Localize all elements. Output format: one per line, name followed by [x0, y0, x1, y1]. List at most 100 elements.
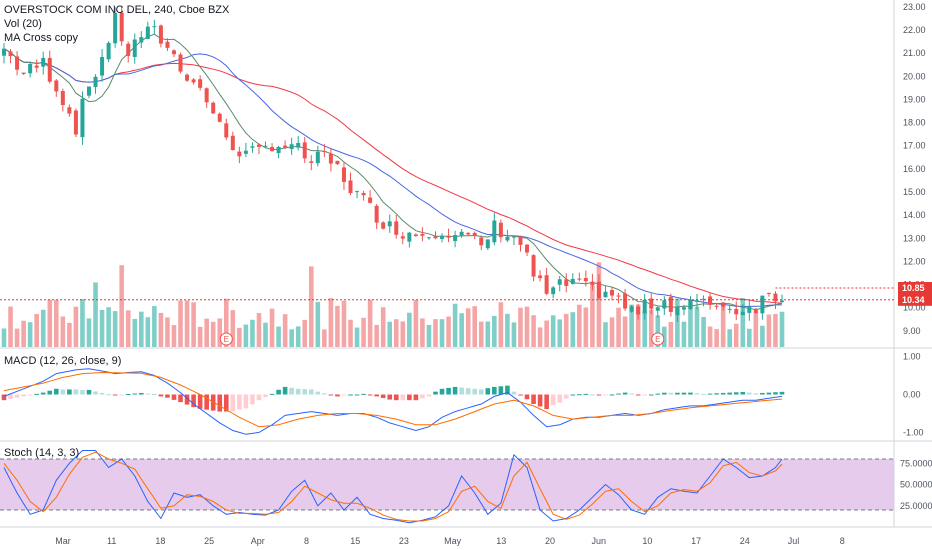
volume-bar — [733, 323, 739, 347]
axes-layer: 9.0010.0011.0012.0013.0014.0015.0016.001… — [55, 2, 932, 546]
candle-body — [178, 54, 183, 72]
macd-histogram-bar — [629, 393, 634, 395]
volume-bar — [622, 316, 628, 347]
macd-histogram-bar — [256, 394, 262, 401]
candle-body — [531, 255, 536, 277]
macd-histogram-bar — [328, 394, 334, 396]
candle-body — [466, 232, 471, 235]
macd-histogram-bar — [99, 392, 105, 395]
macd-histogram-bar — [779, 391, 785, 395]
macd-histogram-bar — [315, 391, 321, 395]
volume-bar — [250, 319, 255, 347]
macd-histogram-bar — [367, 394, 373, 396]
macd-histogram-bar — [8, 394, 13, 399]
macd-histogram-bar — [609, 394, 615, 396]
macd-histogram-bar — [675, 392, 680, 395]
volume-bar — [642, 310, 648, 347]
price-badge-box — [898, 293, 932, 306]
volume-bar — [106, 307, 111, 347]
macd-histogram-bar — [511, 391, 517, 395]
macd-histogram-bar — [158, 394, 164, 397]
candle-body — [237, 151, 242, 157]
time-tick-label: 15 — [350, 536, 360, 546]
macd-histogram-bar — [557, 394, 563, 403]
signal-line — [3, 371, 783, 428]
time-tick-label: 23 — [399, 536, 409, 546]
volume-bar — [282, 314, 288, 347]
candle-body — [283, 145, 288, 148]
candle-body — [132, 39, 137, 57]
macd-histogram-bar — [694, 393, 700, 395]
volume-bar — [367, 299, 373, 347]
candle-body — [446, 235, 451, 238]
volume-bar — [178, 300, 183, 347]
volume-bar — [315, 301, 321, 347]
macd-histogram-bar — [570, 394, 576, 396]
macd-histogram-bar — [282, 386, 288, 395]
volume-bar — [269, 308, 275, 347]
time-tick-label: 11 — [107, 536, 116, 546]
stoch-panel — [0, 450, 894, 524]
macd-histogram-bar — [420, 394, 425, 399]
candle-body — [551, 287, 556, 295]
macd-histogram-bar — [1, 394, 7, 401]
time-tick-label: 17 — [691, 536, 701, 546]
candle-body — [41, 57, 46, 67]
candle-body — [433, 236, 438, 239]
macd-histogram-bar — [191, 394, 196, 408]
macd-histogram-bar — [60, 389, 66, 395]
candle-body — [158, 25, 163, 44]
price-tick-label: 13.00 — [903, 233, 926, 243]
macd-histogram-bar — [596, 394, 602, 396]
volume-bar — [191, 302, 196, 347]
volume-bar — [720, 302, 726, 347]
volume-bar — [629, 304, 634, 347]
stoch-tick-label: 25.0000 — [900, 501, 932, 511]
volume-bar — [550, 315, 556, 347]
macd-histogram-bar — [86, 389, 92, 395]
volume-bar — [662, 326, 667, 347]
volume-bar — [577, 304, 582, 347]
last-price-badge: 10.34 — [898, 293, 932, 306]
macd-histogram-bar — [524, 394, 530, 400]
volume-bar — [518, 307, 523, 347]
candle-body — [302, 142, 307, 159]
candle-body — [28, 64, 33, 74]
macd-histogram-bar — [642, 394, 648, 396]
macd-histogram-bar — [374, 394, 379, 397]
macd-histogram-bar — [603, 394, 608, 396]
macd-histogram-bar — [662, 392, 667, 395]
volume-bar — [27, 322, 33, 347]
candle-body — [250, 146, 255, 148]
candle-body — [361, 192, 366, 196]
volume-bar — [34, 313, 39, 347]
volume-bar — [165, 317, 170, 347]
candle-body — [747, 306, 752, 313]
macd-legend: MACD (12, 26, close, 9) — [4, 355, 122, 367]
earnings-marker: E — [651, 332, 665, 346]
price-tick-label: 20.00 — [903, 71, 926, 81]
candle-body — [525, 244, 530, 253]
candle-body — [341, 167, 346, 182]
volume-bar — [21, 320, 26, 347]
volume-bar — [295, 326, 301, 347]
ma-slow-line — [3, 48, 783, 304]
macd-histogram-bar — [478, 389, 484, 395]
volume-bar — [505, 313, 510, 347]
candle-body — [695, 300, 700, 302]
time-tick-label: 24 — [740, 536, 750, 546]
candle-body — [596, 281, 601, 299]
volume-bar — [727, 329, 732, 347]
macd-histogram-bar — [446, 387, 451, 395]
candle-body — [270, 147, 275, 152]
macd-histogram-bar — [171, 394, 177, 400]
macd-histogram-bar — [34, 393, 39, 395]
volume-bar — [289, 329, 294, 347]
volume-bar — [335, 305, 340, 347]
macd-histogram-bar — [413, 394, 419, 401]
volume-bar — [119, 265, 124, 347]
earnings-label: E — [224, 335, 229, 344]
candle-body — [603, 291, 608, 298]
volume-bar — [302, 319, 308, 347]
